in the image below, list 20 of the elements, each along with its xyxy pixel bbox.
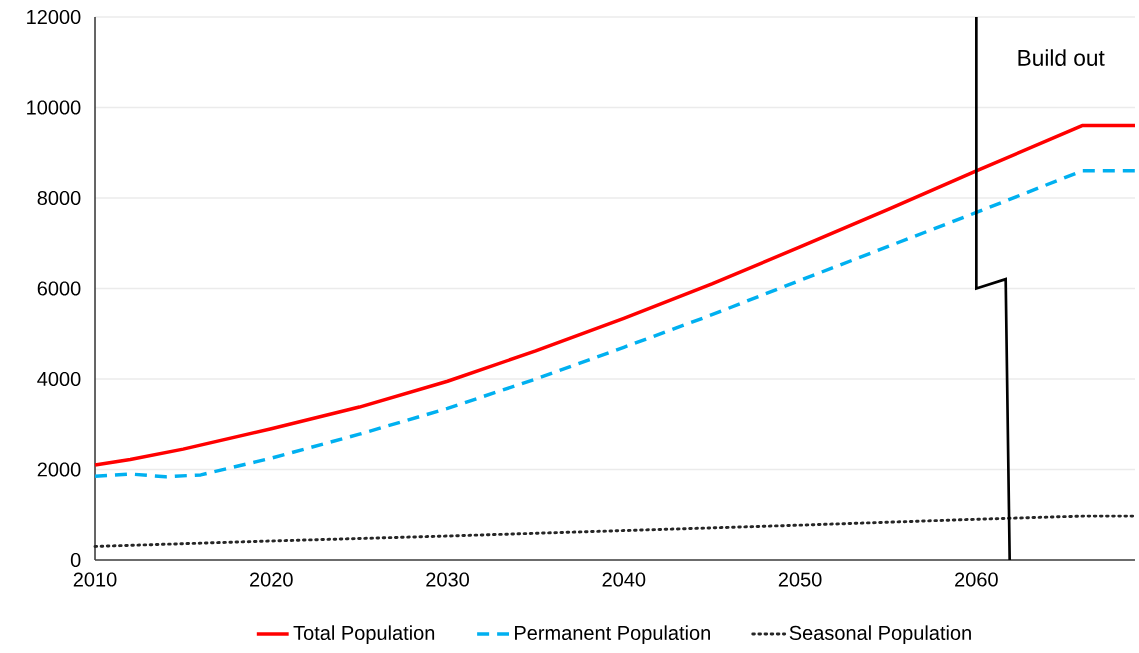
x-tick-label: 2030	[426, 572, 469, 587]
ref-line-label: Build out	[1018, 49, 1105, 66]
line-series	[93, 169, 1137, 479]
y-tick-label: 6000	[37, 281, 81, 296]
y-tick-label: 4000	[37, 371, 81, 387]
legend-label: Permanent Population	[515, 625, 710, 644]
y-tick-label: 10000	[27, 100, 81, 115]
y-tick-label: 8000	[37, 190, 81, 206]
y-tick-label: 2000	[37, 462, 81, 477]
line-series	[93, 123, 1137, 467]
y-tick-label: 0	[70, 552, 81, 568]
x-tick-label: 2010	[73, 572, 117, 587]
legend-label: Total Population	[293, 625, 435, 644]
x-tick-label: 2050	[778, 572, 822, 587]
line-series	[93, 514, 1137, 548]
x-tick-label: 2040	[602, 572, 646, 587]
y-tick-label: 12000	[27, 9, 81, 25]
legend-label: Seasonal Population	[789, 625, 971, 644]
x-tick-label: 2020	[250, 572, 293, 587]
x-tick-label: 2060	[955, 572, 998, 587]
